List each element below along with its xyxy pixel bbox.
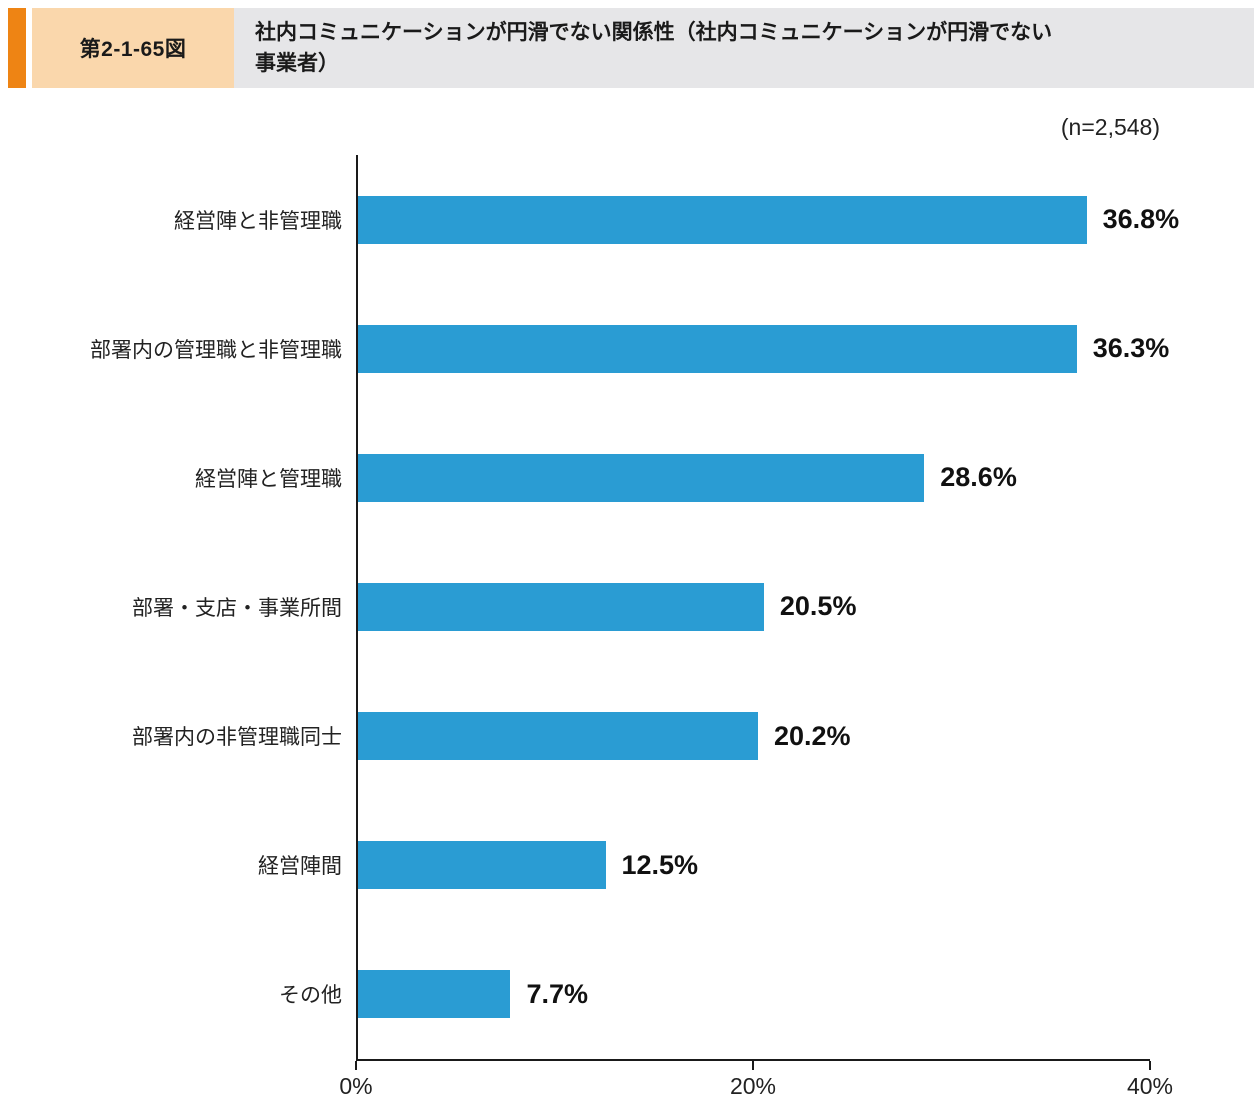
figure-accent-bar bbox=[8, 8, 26, 88]
bar-row: 部署・支店・事業所間 20.5% bbox=[132, 542, 1150, 671]
bar bbox=[358, 841, 606, 890]
bar bbox=[358, 582, 764, 631]
x-axis-tick bbox=[355, 1061, 357, 1070]
figure-title-line2: 事業者） bbox=[255, 52, 339, 75]
bar bbox=[358, 453, 925, 502]
value-label: 28.6% bbox=[940, 462, 1017, 493]
x-axis: 0% 20% 40% bbox=[339, 1061, 1173, 1105]
value-label: 36.3% bbox=[1092, 333, 1170, 364]
figure-number-badge: 第2-1-65図 bbox=[32, 8, 234, 88]
value-label: 36.8% bbox=[1102, 204, 1180, 235]
bar-row: 経営陣と管理職 28.6% bbox=[195, 413, 1150, 542]
bar-row: 部署内の管理職と非管理職 36.3% bbox=[90, 284, 1169, 413]
x-axis-tick bbox=[752, 1061, 754, 1070]
sample-size-label: (n=2,548) bbox=[1060, 114, 1160, 140]
plot-area: 経営陣と非管理職 36.8% 部署内の管理職と非管理職 36.3% 経営陣と管理職 28.… bbox=[90, 155, 1179, 1061]
bar-row: 経営陣間 12.5% bbox=[258, 801, 1150, 930]
category-label: 経営陣と管理職 bbox=[195, 467, 342, 491]
x-axis-tick-label: 40% bbox=[1126, 1073, 1174, 1099]
category-label: 部署・支店・事業所間 bbox=[132, 596, 342, 620]
bar-row: その他 7.7% bbox=[279, 930, 1150, 1059]
value-label: 20.2% bbox=[773, 720, 851, 751]
x-axis-tick-label: 0% bbox=[339, 1073, 373, 1099]
category-label: 経営陣と非管理職 bbox=[174, 209, 342, 233]
category-label: 経営陣間 bbox=[258, 855, 342, 879]
bar bbox=[358, 324, 1077, 373]
chart: 経営陣と非管理職 36.8% 部署内の管理職と非管理職 36.3% 経営陣と管理職 28.… bbox=[0, 155, 1254, 1105]
value-label: 20.5% bbox=[779, 591, 857, 622]
category-label: 部署内の管理職と非管理職 bbox=[90, 338, 342, 362]
x-axis-tick-label: 20% bbox=[729, 1073, 777, 1099]
figure-title-line1: 社内コミュニケーションが円滑でない関係性（社内コミュニケーションが円滑でない bbox=[255, 20, 1053, 44]
x-axis-tick bbox=[1149, 1061, 1151, 1070]
bar bbox=[358, 712, 758, 761]
bar-row: 部署内の非管理職同士 20.2% bbox=[132, 672, 1150, 801]
figure-number-label: 第2-1-65図 bbox=[79, 38, 187, 61]
figure-title: 社内コミュニケーションが円滑でない関係性（社内コミュニケーションが円滑でない 事… bbox=[234, 8, 1254, 88]
category-label: 部署内の非管理職同士 bbox=[132, 726, 342, 750]
category-label: その他 bbox=[279, 984, 342, 1008]
figure-header: 第2-1-65図 社内コミュニケーションが円滑でない関係性（社内コミュニケーショ… bbox=[8, 8, 1254, 88]
bar bbox=[358, 970, 511, 1019]
value-label: 12.5% bbox=[621, 849, 699, 880]
bar-row: 経営陣と非管理職 36.8% bbox=[174, 155, 1179, 284]
bar bbox=[358, 195, 1087, 244]
value-label: 7.7% bbox=[526, 978, 588, 1009]
